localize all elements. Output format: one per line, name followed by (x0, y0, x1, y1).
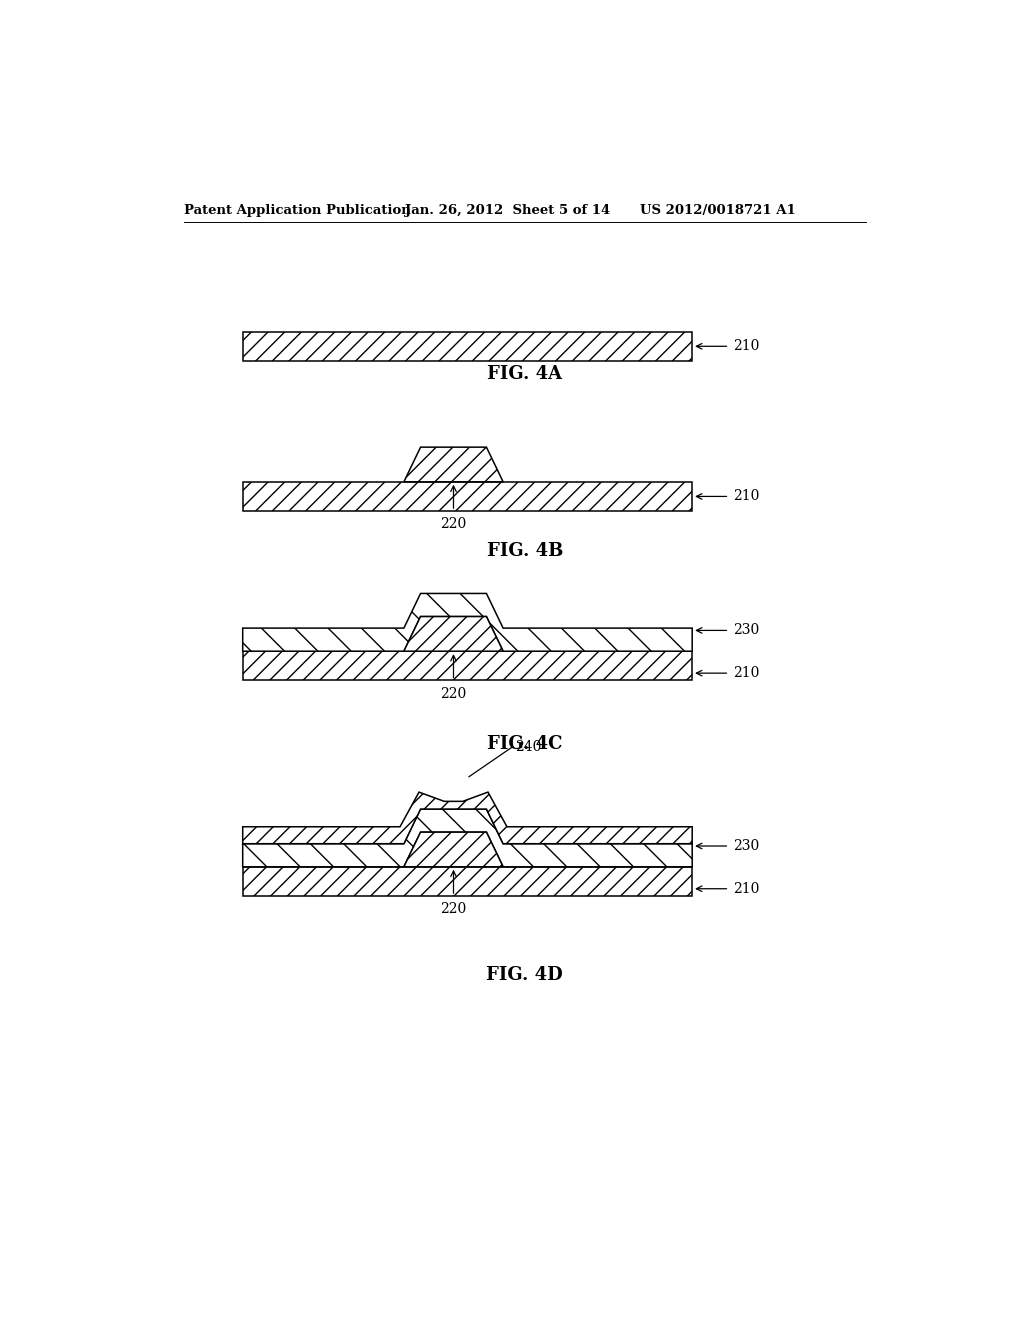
Text: FIG. 4D: FIG. 4D (486, 966, 563, 983)
Text: Patent Application Publication: Patent Application Publication (183, 205, 411, 218)
Polygon shape (243, 809, 692, 867)
Text: 210: 210 (733, 339, 760, 354)
Bar (243, 651, 692, 681)
Text: 220: 220 (440, 903, 467, 916)
Text: 210: 210 (733, 490, 760, 503)
Text: 240: 240 (515, 741, 542, 755)
Text: Jan. 26, 2012  Sheet 5 of 14: Jan. 26, 2012 Sheet 5 of 14 (406, 205, 610, 218)
Polygon shape (403, 616, 503, 651)
Polygon shape (243, 594, 692, 651)
Polygon shape (403, 447, 503, 482)
Text: 230: 230 (733, 623, 760, 638)
Bar (243, 482, 692, 511)
Text: 220: 220 (440, 517, 467, 531)
Text: FIG. 4C: FIG. 4C (487, 735, 562, 752)
Text: FIG. 4A: FIG. 4A (487, 366, 562, 383)
Text: 220: 220 (440, 686, 467, 701)
Polygon shape (403, 832, 503, 867)
Text: 210: 210 (733, 882, 760, 896)
Text: 230: 230 (733, 840, 760, 853)
Text: FIG. 4B: FIG. 4B (486, 543, 563, 560)
Bar (243, 331, 692, 360)
Bar (243, 867, 692, 896)
Polygon shape (243, 792, 692, 843)
Text: US 2012/0018721 A1: US 2012/0018721 A1 (640, 205, 796, 218)
Text: 210: 210 (733, 667, 760, 680)
